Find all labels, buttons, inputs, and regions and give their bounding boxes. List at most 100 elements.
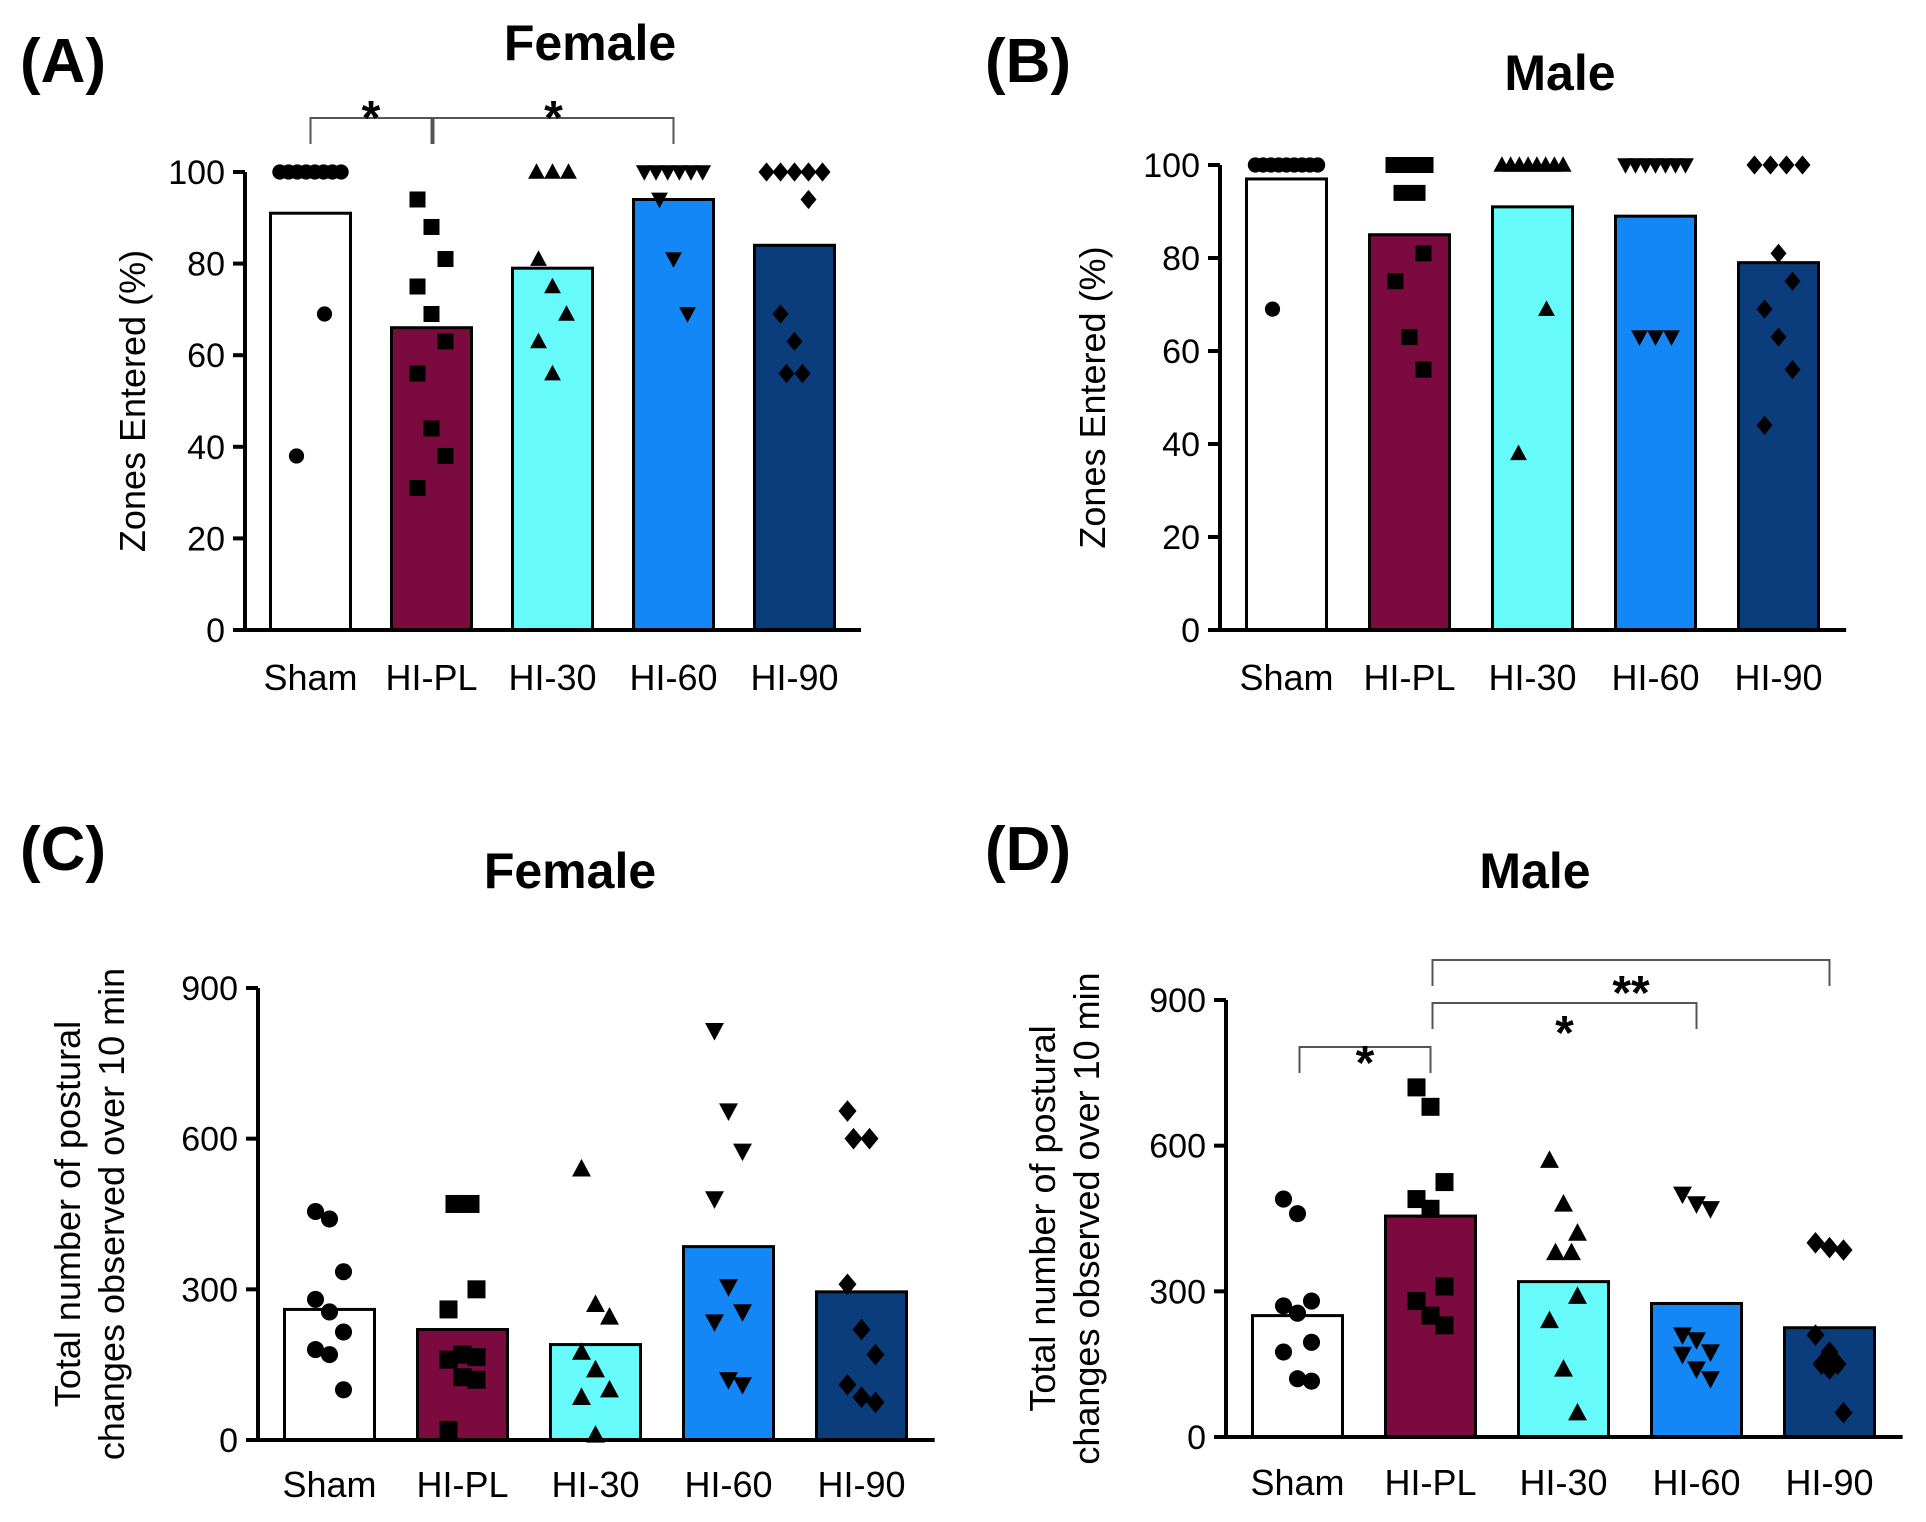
- data-point-hi-30: [586, 1359, 605, 1378]
- x-tick-label: HI-60: [684, 1464, 772, 1505]
- data-point-hi-60: [733, 1304, 752, 1322]
- panel-label: (B): [985, 27, 1071, 96]
- y-axis-label: Zones Entered (%): [112, 250, 153, 552]
- data-point-hi-pl: [1421, 1306, 1440, 1325]
- data-point-hi-30: [1568, 1223, 1587, 1241]
- bar-hi-pl: [1368, 233, 1451, 632]
- data-point-hi-90: [786, 331, 803, 352]
- bar-hi-30: [511, 266, 594, 632]
- data-point-sham: [288, 448, 305, 464]
- data-point-hi-90: [1834, 1239, 1853, 1261]
- data-point-sham: [1288, 1304, 1307, 1322]
- data-point-hi-60: [635, 165, 653, 181]
- bar-hi-90: [815, 1290, 908, 1442]
- data-point-hi-pl: [1435, 1277, 1454, 1296]
- y-tick-label: 300: [1149, 1273, 1206, 1311]
- chart-title: Male: [1504, 45, 1615, 101]
- data-point-sham: [306, 1341, 325, 1359]
- data-point-hi-pl: [409, 365, 426, 382]
- significance-star: *: [1356, 1037, 1375, 1090]
- data-point-hi-pl: [1435, 1316, 1454, 1335]
- data-point-hi-60: [1673, 1186, 1692, 1205]
- significance-bracket: [432, 117, 675, 144]
- data-point-hi-pl: [437, 447, 454, 464]
- data-point-hi-90: [860, 1127, 879, 1150]
- data-point-hi-30: [1554, 1194, 1573, 1212]
- data-point-hi-30: [530, 332, 547, 349]
- y-tick-label: 40: [187, 429, 225, 467]
- significance-bracket: [1298, 1046, 1432, 1073]
- x-tick-label: HI-60: [629, 657, 717, 698]
- data-point-hi-pl: [439, 1350, 458, 1369]
- data-point-hi-pl: [1421, 1097, 1440, 1116]
- data-point-hi-pl: [453, 1345, 472, 1364]
- data-point-hi-90: [794, 363, 811, 384]
- panel-label: (C): [20, 815, 106, 884]
- y-tick-label: 100: [168, 154, 225, 192]
- data-point-sham: [1274, 1343, 1293, 1361]
- data-point-hi-30: [1562, 1242, 1581, 1261]
- data-point-sham: [333, 164, 349, 180]
- data-point-sham: [1302, 1292, 1321, 1310]
- data-point-sham: [334, 1263, 353, 1281]
- data-point-hi-60: [1673, 1327, 1692, 1345]
- data-point-hi-90: [1746, 155, 1763, 175]
- y-axis-label-line: Total number of postural: [1022, 1025, 1063, 1411]
- data-point-sham: [334, 1381, 353, 1399]
- data-point-hi-60: [1673, 1346, 1692, 1365]
- panel-label: (A): [20, 27, 106, 96]
- data-point-hi-60: [679, 307, 696, 323]
- significance-bracket: [309, 117, 433, 144]
- significance-bracket: [1431, 959, 1831, 986]
- y-tick-label: 300: [181, 1271, 238, 1309]
- x-tick-label: HI-60: [1611, 657, 1699, 698]
- y-tick-label: 80: [1162, 240, 1200, 278]
- data-point-sham: [1302, 1333, 1321, 1351]
- data-point-hi-30: [1538, 300, 1555, 316]
- data-point-hi-90: [838, 1273, 857, 1296]
- data-point-hi-60: [1701, 1371, 1720, 1389]
- data-point-hi-30: [1554, 1359, 1573, 1377]
- x-tick-label: HI-PL: [1384, 1462, 1476, 1503]
- data-point-sham: [1274, 1297, 1293, 1315]
- data-point-sham: [320, 1210, 339, 1228]
- data-point-sham: [1264, 301, 1281, 317]
- data-point-hi-60: [670, 165, 688, 181]
- data-point-hi-60: [1687, 1332, 1706, 1350]
- data-point-sham: [1274, 1190, 1293, 1208]
- y-tick-label: 0: [1181, 612, 1200, 650]
- data-point-hi-30: [586, 1294, 605, 1313]
- bar-sham: [1245, 177, 1328, 632]
- data-point-hi-90: [786, 162, 803, 182]
- data-point-hi-pl: [423, 218, 440, 235]
- x-tick-label: Sham: [1239, 657, 1333, 698]
- data-point-hi-60: [719, 1103, 738, 1121]
- x-tick-label: HI-PL: [1363, 657, 1455, 698]
- data-point-hi-90: [1762, 155, 1779, 175]
- y-tick-label: 20: [187, 520, 225, 558]
- data-point-hi-90: [838, 1100, 857, 1122]
- data-point-hi-90: [1806, 1231, 1825, 1254]
- significance-star: **: [1612, 967, 1650, 1020]
- data-point-hi-30: [528, 163, 545, 179]
- significance-star: *: [1555, 1007, 1574, 1060]
- data-point-hi-pl: [467, 1370, 486, 1389]
- data-point-hi-pl: [439, 1300, 458, 1319]
- data-point-hi-90: [866, 1391, 885, 1414]
- data-point-hi-90: [844, 1127, 863, 1150]
- data-point-hi-90: [1820, 1236, 1839, 1259]
- significance-star: *: [362, 92, 381, 145]
- data-point-hi-60: [682, 165, 700, 181]
- data-point-hi-pl: [409, 278, 426, 295]
- y-tick-label: 60: [1162, 333, 1200, 371]
- data-point-hi-60: [705, 1314, 724, 1332]
- bar-hi-pl: [1384, 1214, 1477, 1439]
- data-point-hi-90: [1770, 327, 1787, 347]
- chart-panel-2: (B) Male Zones Entered (%) 0 20 40 60 80 100 Sham…: [985, 27, 1847, 698]
- data-point-hi-90: [1756, 415, 1773, 435]
- data-point-hi-90: [1756, 299, 1773, 319]
- data-point-hi-90: [772, 304, 789, 324]
- bar-hi-30: [1491, 205, 1574, 632]
- x-tick-label: HI-30: [508, 657, 596, 698]
